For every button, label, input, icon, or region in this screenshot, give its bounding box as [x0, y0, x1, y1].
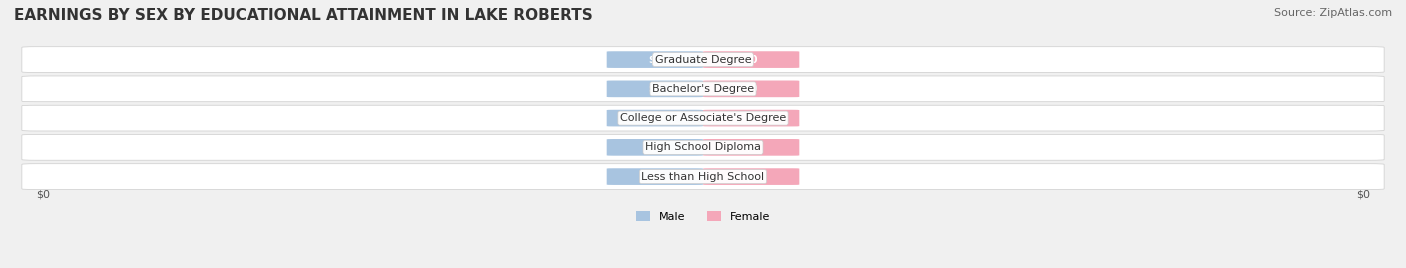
- FancyBboxPatch shape: [22, 105, 1384, 131]
- FancyBboxPatch shape: [22, 164, 1384, 189]
- FancyBboxPatch shape: [703, 110, 800, 126]
- Text: $0: $0: [744, 55, 758, 65]
- Text: $0: $0: [648, 84, 662, 94]
- FancyBboxPatch shape: [703, 168, 800, 185]
- FancyBboxPatch shape: [606, 51, 703, 68]
- Text: High School Diploma: High School Diploma: [645, 142, 761, 152]
- Text: $0: $0: [648, 142, 662, 152]
- Text: Bachelor's Degree: Bachelor's Degree: [652, 84, 754, 94]
- FancyBboxPatch shape: [606, 139, 703, 156]
- Text: $0: $0: [744, 172, 758, 182]
- Text: Less than High School: Less than High School: [641, 172, 765, 182]
- FancyBboxPatch shape: [703, 80, 800, 97]
- Text: $0: $0: [648, 55, 662, 65]
- Text: $0: $0: [744, 142, 758, 152]
- Text: Source: ZipAtlas.com: Source: ZipAtlas.com: [1274, 8, 1392, 18]
- FancyBboxPatch shape: [22, 135, 1384, 160]
- FancyBboxPatch shape: [703, 139, 800, 156]
- Legend: Male, Female: Male, Female: [631, 207, 775, 226]
- FancyBboxPatch shape: [703, 51, 800, 68]
- Text: $0: $0: [744, 113, 758, 123]
- Text: EARNINGS BY SEX BY EDUCATIONAL ATTAINMENT IN LAKE ROBERTS: EARNINGS BY SEX BY EDUCATIONAL ATTAINMEN…: [14, 8, 593, 23]
- FancyBboxPatch shape: [606, 80, 703, 97]
- FancyBboxPatch shape: [22, 76, 1384, 102]
- Text: Graduate Degree: Graduate Degree: [655, 55, 751, 65]
- FancyBboxPatch shape: [22, 47, 1384, 72]
- Text: $0: $0: [648, 113, 662, 123]
- Text: $0: $0: [744, 84, 758, 94]
- Text: $0: $0: [648, 172, 662, 182]
- FancyBboxPatch shape: [606, 168, 703, 185]
- Text: $0: $0: [1357, 190, 1371, 200]
- FancyBboxPatch shape: [606, 110, 703, 126]
- Text: College or Associate's Degree: College or Associate's Degree: [620, 113, 786, 123]
- Text: $0: $0: [35, 190, 49, 200]
